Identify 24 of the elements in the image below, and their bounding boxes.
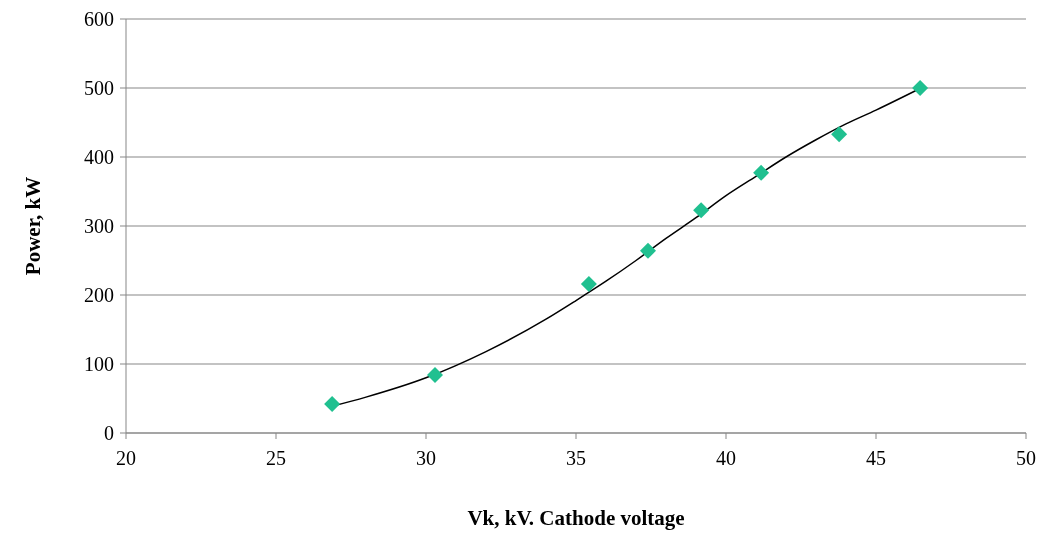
x-tick-label: 25	[266, 447, 286, 469]
x-tick-label: 50	[1016, 447, 1036, 469]
y-tick-label: 300	[84, 215, 114, 237]
y-tick-label: 600	[84, 8, 114, 30]
x-tick-label: 45	[866, 447, 886, 469]
point	[753, 164, 770, 181]
point	[831, 126, 848, 143]
x-tick-label: 35	[566, 447, 586, 469]
y-tick-label: 400	[84, 146, 114, 168]
y-tick-label: 500	[84, 77, 114, 99]
point	[580, 275, 597, 292]
x-tick-label: 40	[716, 447, 736, 469]
y-tick-label: 200	[84, 284, 114, 306]
x-tick-label: 20	[116, 447, 136, 469]
point	[324, 396, 341, 413]
point	[640, 242, 656, 259]
y-tick-label: 0	[104, 422, 114, 444]
point	[427, 367, 443, 384]
x-axis-title: Vk, kV. Cathode voltage	[467, 506, 685, 530]
point	[693, 202, 710, 219]
y-tick-label: 100	[84, 353, 114, 375]
y-axis-title: Power, kW	[21, 176, 45, 276]
point	[912, 80, 929, 96]
x-tick-label: 30	[416, 447, 436, 469]
